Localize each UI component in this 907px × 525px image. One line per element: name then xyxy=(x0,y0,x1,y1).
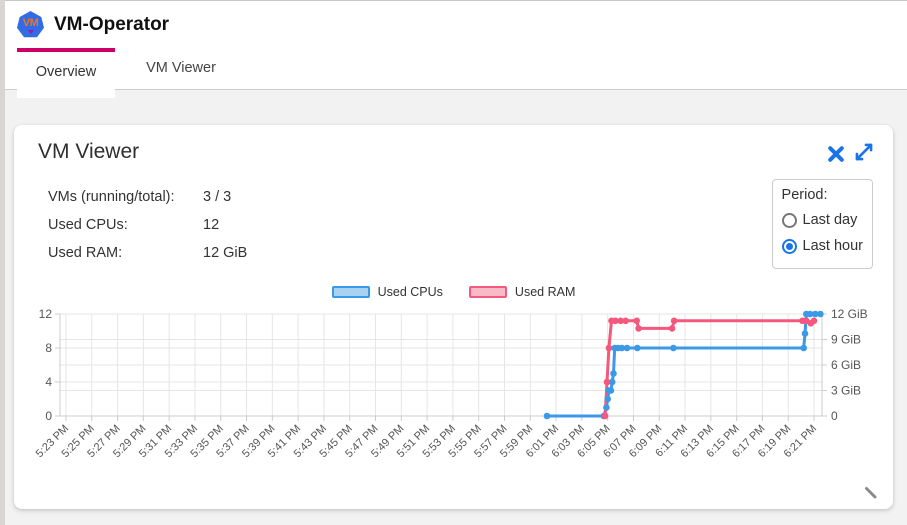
radio-last-hour[interactable]: Last hour xyxy=(781,233,863,259)
used-ram-point xyxy=(633,317,640,325)
used-cpus-point xyxy=(618,344,626,352)
tab-vm-viewer[interactable]: VM Viewer xyxy=(146,60,216,76)
close-icon[interactable] xyxy=(827,145,845,163)
used-cpus-point xyxy=(806,310,814,318)
y-right-label: 9 GiB xyxy=(831,333,861,347)
used-ram-point xyxy=(622,317,629,325)
page-background: VM Viewer VMs (running/total): 3 / 3 Use… xyxy=(5,90,907,524)
used-cpus-point xyxy=(800,344,807,352)
window-top-border xyxy=(0,0,907,1)
vm-viewer-card: VM Viewer VMs (running/total): 3 / 3 Use… xyxy=(14,125,893,509)
radio-icon[interactable] xyxy=(781,212,797,228)
vm-stats: VMs (running/total): 3 / 3 Used CPUs: 12… xyxy=(48,183,247,267)
y-left-label: 8 xyxy=(45,341,52,355)
tab-overview[interactable]: Overview xyxy=(17,48,115,98)
y-right-label: 0 xyxy=(831,409,838,423)
used-cpus-point xyxy=(812,310,819,318)
used-ram-point xyxy=(635,325,642,332)
logo-text: VM xyxy=(22,16,39,29)
stat-row-cpus: Used CPUs: 12 xyxy=(48,211,247,239)
stat-value: 12 GiB xyxy=(203,245,248,261)
used-cpus-point xyxy=(670,344,677,352)
legend-item-used-cpus[interactable]: Used CPUs xyxy=(331,285,443,299)
stat-row-vms: VMs (running/total): 3 / 3 xyxy=(48,183,247,211)
card-title: VM Viewer xyxy=(38,140,140,163)
legend-swatch xyxy=(468,286,507,298)
stat-label: Used RAM: xyxy=(48,245,123,261)
app-header: VM VM-Operator Overview VM Viewer xyxy=(5,0,907,98)
used-ram-point xyxy=(605,344,613,352)
stat-label: Used CPUs: xyxy=(48,217,128,233)
used-cpus-point xyxy=(608,378,616,386)
y-right-label: 6 GiB xyxy=(831,358,861,372)
used-ram-point xyxy=(603,378,611,386)
used-ram-point xyxy=(617,317,624,325)
y-right-label: 3 GiB xyxy=(831,384,861,398)
logo-mark xyxy=(27,30,34,34)
resize-handle-icon[interactable] xyxy=(864,486,878,500)
vm-operator-logo-icon: VM xyxy=(17,11,44,38)
period-label: Period: xyxy=(781,187,828,203)
stat-row-ram: Used RAM: 12 GiB xyxy=(48,239,247,267)
used-cpus-point xyxy=(543,412,551,420)
used-cpus-point xyxy=(634,344,641,352)
used-cpus-point xyxy=(607,387,615,394)
used-cpus-point xyxy=(603,404,610,411)
used-cpus-point xyxy=(623,344,631,352)
legend-swatch xyxy=(331,286,370,298)
radio-last-day[interactable]: Last day xyxy=(781,207,863,233)
y-left-label: 0 xyxy=(45,409,52,423)
radio-label: Last day xyxy=(802,212,858,228)
used-cpus-point xyxy=(610,370,617,377)
used-cpus-point xyxy=(604,395,611,403)
radio-label: Last hour xyxy=(802,238,863,254)
used-ram-line xyxy=(603,319,816,418)
stat-value: 12 xyxy=(203,217,220,233)
tab-bar: Overview VM Viewer xyxy=(5,47,907,98)
legend-label: Used RAM xyxy=(514,285,576,299)
expand-icon[interactable] xyxy=(855,143,873,161)
y-left-label: 4 xyxy=(45,375,52,389)
brand: VM VM-Operator xyxy=(5,0,907,38)
legend-item-used-ram[interactable]: Used RAM xyxy=(468,285,576,299)
usage-chart: 5:23 PM5:25 PM5:27 PM5:29 PM5:31 PM5:33 … xyxy=(34,307,868,460)
used-cpus-point xyxy=(801,330,809,337)
chart-legend: Used CPUs Used RAM xyxy=(14,285,893,299)
legend-label: Used CPUs xyxy=(377,285,443,299)
stat-label: VMs (running/total): xyxy=(48,189,175,205)
y-left-label: 12 xyxy=(39,307,53,321)
stat-value: 3 / 3 xyxy=(203,189,232,205)
radio-icon[interactable] xyxy=(781,238,797,254)
used-ram-point xyxy=(670,317,678,325)
period-selector: Period: Last day Last hour xyxy=(771,179,873,269)
y-right-label: 12 GiB xyxy=(831,307,868,321)
used-cpus-point xyxy=(817,310,824,318)
app-title: VM-Operator xyxy=(54,13,170,35)
used-ram-point xyxy=(612,317,619,325)
window-left-border xyxy=(0,0,5,525)
used-ram-point xyxy=(601,412,609,420)
used-ram-point xyxy=(668,325,676,332)
used-ram-point xyxy=(810,317,818,325)
